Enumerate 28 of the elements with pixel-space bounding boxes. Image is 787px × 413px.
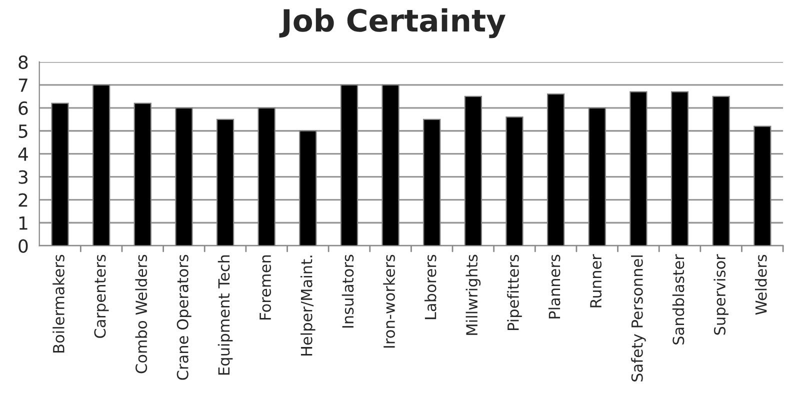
x-tick-label: Millwrights: [466, 254, 481, 335]
x-tick-label: Helper/Maint.: [300, 256, 316, 356]
y-tick-label: 6: [18, 101, 28, 116]
y-tick-label: 7: [18, 78, 28, 92]
x-tick-label: Foremen: [260, 255, 272, 320]
y-tick-label: 3: [18, 170, 28, 184]
x-tick-label: Boilermakers: [52, 254, 64, 352]
y-tick-label: 1: [19, 216, 28, 230]
x-tick-label: Planners: [548, 254, 560, 318]
x-tick-label: Insulators: [342, 254, 354, 328]
x-tick-label: Welders: [755, 254, 767, 315]
x-tick-label: Supervisor: [714, 254, 728, 335]
y-tick-label: 4: [18, 148, 28, 161]
y-tick-label: 0: [18, 239, 28, 253]
x-tick-label: Safety Personnel: [631, 256, 646, 382]
y-tick-label: 8: [18, 55, 28, 70]
x-tick-label: Laborers: [424, 254, 436, 320]
x-tick-label: Pipefitters: [507, 254, 522, 330]
y-tick-label: 5: [18, 124, 28, 138]
y-tick-label: 2: [18, 193, 28, 207]
x-tick-label: Carpenters: [94, 254, 109, 338]
x-tick-label: Runner: [590, 254, 602, 308]
x-tick-label: Equipment Tech: [218, 255, 233, 375]
chart-title: Job Certainty: [279, 8, 506, 38]
x-tick-label: Sandblaster: [672, 254, 684, 344]
x-tick-label: Crane Operators: [176, 254, 192, 380]
x-tick-label: Combo Welders: [135, 254, 148, 374]
x-tick-label: Iron-workers: [383, 254, 395, 348]
